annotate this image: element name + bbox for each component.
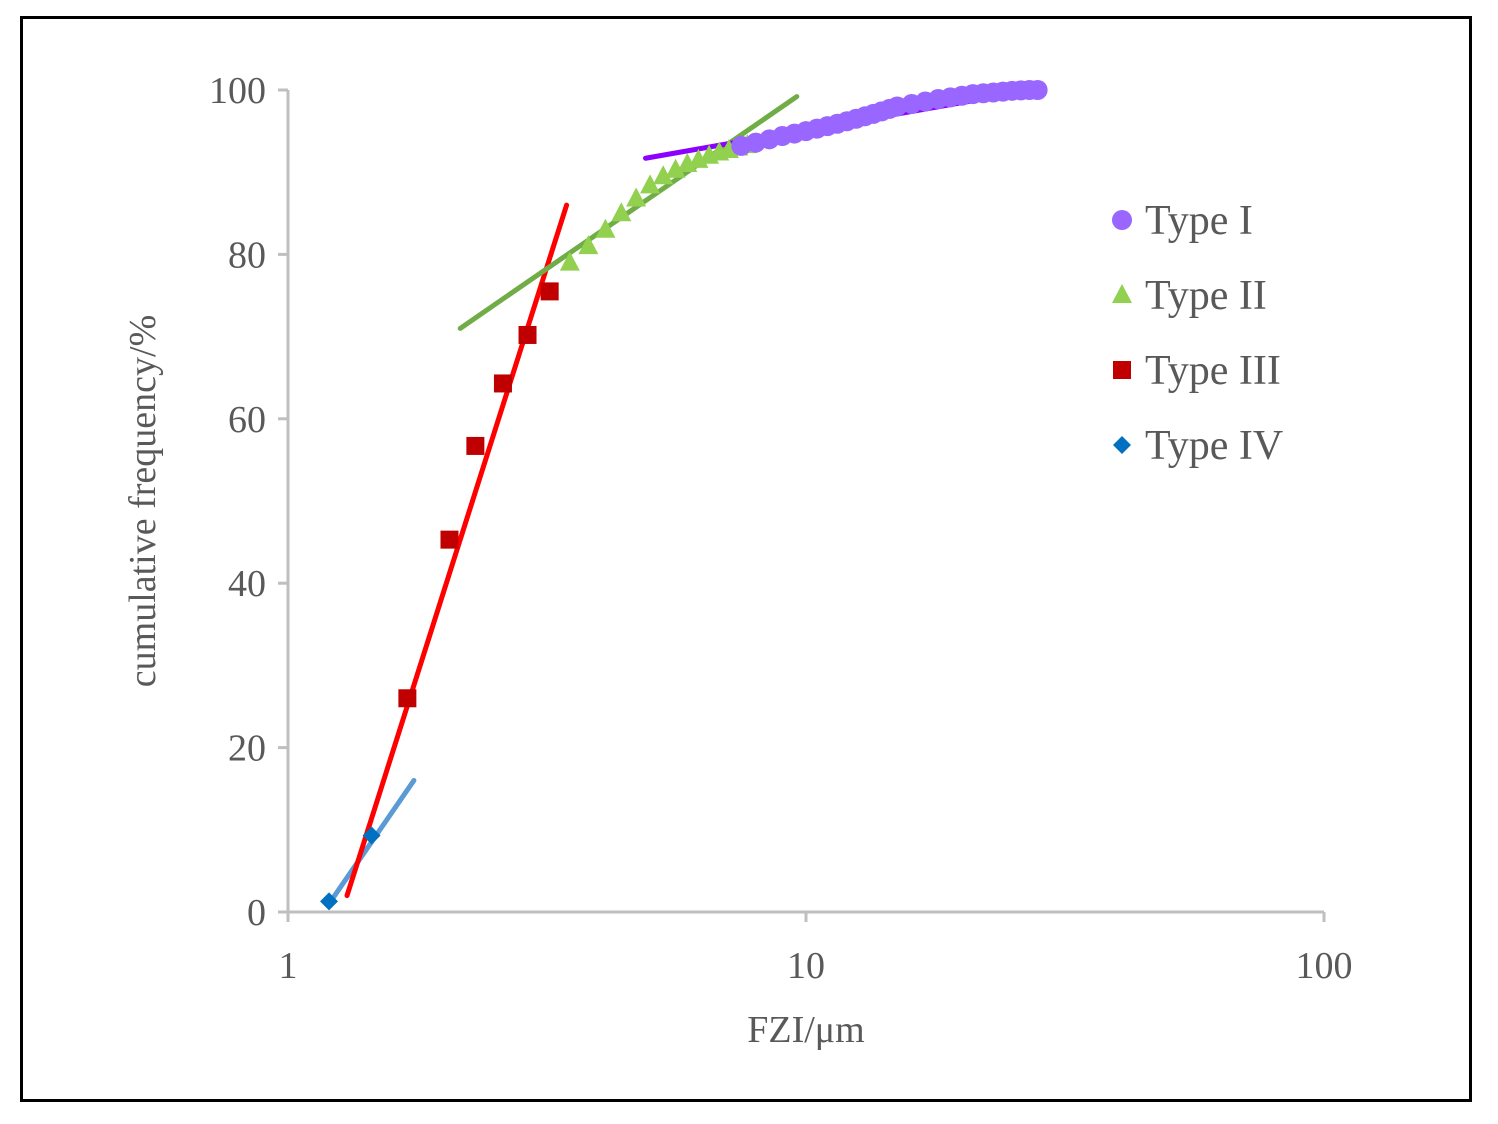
legend-label-type-iii: Type III (1145, 348, 1281, 394)
y-tick-label-4: 80 (228, 234, 266, 276)
data-point-type-ii-5 (640, 174, 661, 194)
legend-marker-type-iii (1113, 361, 1131, 379)
legend-label-type-i: Type I (1145, 198, 1253, 244)
x-tick-label-1: 10 (787, 945, 825, 987)
trendline-type-ii (457, 94, 800, 331)
y-tick-label-3: 60 (228, 399, 266, 441)
legend-marker-type-ii (1112, 284, 1132, 303)
legend-label-type-iv: Type IV (1145, 423, 1283, 469)
data-point-type-ii-0 (559, 251, 580, 271)
x-axis-title: FZI/μm (747, 1009, 865, 1051)
y-tick-label-0: 0 (247, 892, 266, 934)
x-tick-group: 1 10 100 (279, 912, 1353, 987)
data-point-type-ii-2 (595, 218, 616, 238)
y-tick-label-1: 20 (228, 728, 266, 770)
legend-item-type-ii: Type II (1112, 273, 1267, 319)
trendline-type-iii (344, 202, 570, 899)
data-point-type-iii-2 (466, 436, 485, 455)
chart-frame (20, 16, 1472, 1102)
x-tick-label-2: 100 (1296, 945, 1353, 987)
y-tick-label-2: 40 (228, 563, 266, 605)
series-type-ii (559, 134, 758, 271)
legend-item-type-i: Type I (1112, 198, 1253, 244)
data-point-type-ii-4 (626, 187, 647, 207)
y-tick-label-5: 100 (209, 70, 266, 112)
y-tick-group: 0 20 40 60 80 100 (209, 70, 288, 934)
legend-marker-type-iv (1113, 436, 1131, 454)
legend-item-type-iii: Type III (1113, 348, 1281, 394)
legend-marker-type-i (1112, 210, 1132, 230)
series-type-i (731, 80, 1048, 156)
data-point-type-ii-1 (578, 235, 599, 255)
legend: Type I Type II Type III Type IV (1112, 198, 1283, 469)
data-point-type-iii-1 (440, 530, 459, 549)
data-point-type-iii-4 (518, 325, 537, 344)
data-point-type-iv-0 (320, 892, 339, 911)
data-point-type-i-28 (1027, 80, 1048, 100)
data-point-type-ii-3 (611, 202, 632, 222)
data-point-type-ii-6 (653, 165, 674, 185)
x-tick-label-0: 1 (279, 945, 298, 987)
data-point-group (320, 80, 1048, 911)
series-type-iii (398, 282, 559, 708)
series-type-iv (320, 826, 381, 911)
y-axis-title: cumulative frequency/% (122, 315, 164, 687)
legend-item-type-iv: Type IV (1113, 423, 1283, 469)
data-point-type-iii-3 (493, 374, 512, 393)
data-point-type-iii-0 (398, 689, 417, 708)
data-point-type-ii-7 (665, 158, 686, 178)
data-point-type-iv-1 (362, 826, 381, 845)
trendline-group (326, 87, 1037, 907)
data-point-type-iii-5 (540, 282, 559, 301)
legend-label-type-ii: Type II (1145, 273, 1267, 319)
